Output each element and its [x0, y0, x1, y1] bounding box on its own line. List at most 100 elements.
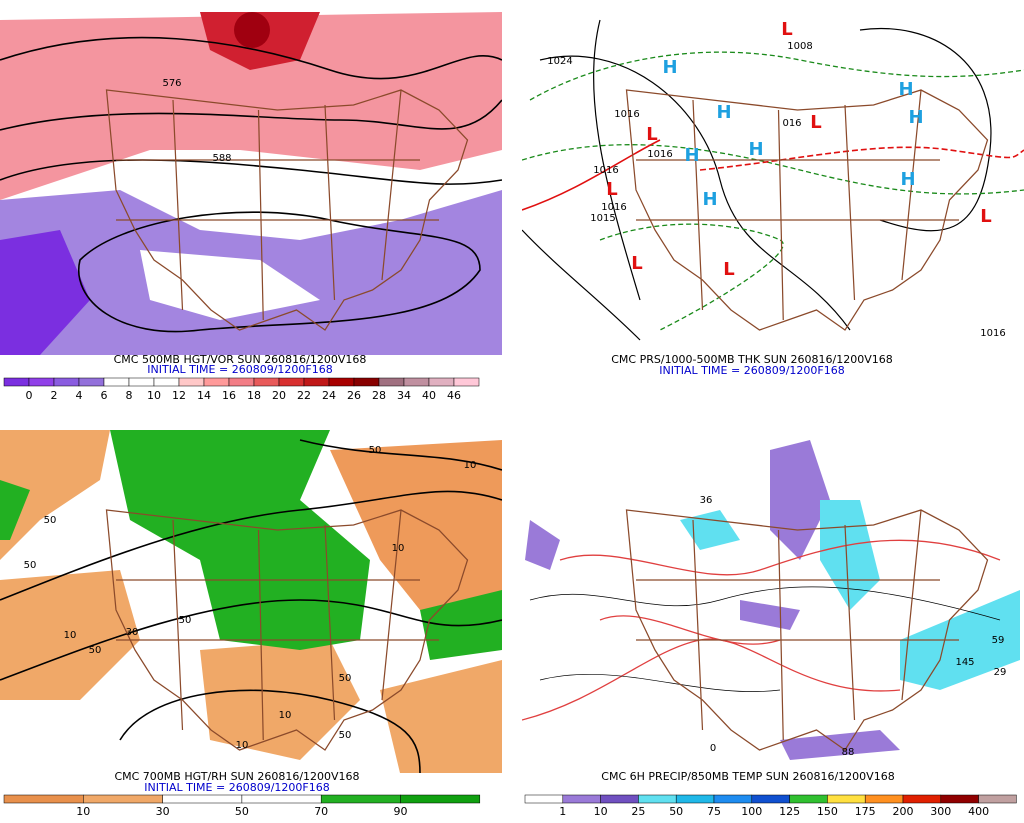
colorbar-swatch — [203, 377, 230, 387]
colorbar-label: 16 — [222, 389, 236, 402]
colorbar-label: 2 — [51, 389, 58, 402]
colorbar-label: 26 — [347, 389, 361, 402]
colorbar-label: 8 — [126, 389, 133, 402]
contour-label: 10 — [464, 460, 477, 471]
colorbar-swatch — [3, 794, 84, 804]
colorbar-swatch — [253, 377, 280, 387]
initial-time: INITIAL TIME = 260809/1200F168 — [147, 363, 332, 376]
low-center: L — [723, 259, 734, 280]
colorbar-label: 300 — [930, 805, 951, 818]
colorbar-label: 46 — [447, 389, 461, 402]
high-center: H — [748, 139, 763, 160]
contour-label: 50 — [44, 515, 57, 526]
contour-label: 50 — [369, 445, 382, 456]
colorbar-label: 0 — [26, 389, 33, 402]
colorbar-label: 18 — [247, 389, 261, 402]
contour-label: 50 — [339, 673, 352, 684]
colorbar-label: 1 — [559, 805, 566, 818]
contour-label: 50 — [89, 645, 102, 656]
low-center: L — [646, 124, 657, 145]
colorbar-label: 25 — [631, 805, 645, 818]
high-center: H — [898, 79, 913, 100]
panel-title: CMC 500MB HGT/VOR SUN 260816/1200V168 — [114, 353, 367, 366]
panel-title: CMC 6H PRECIP/850MB TEMP SUN 260816/1200… — [601, 770, 894, 783]
colorbar-swatch — [978, 794, 1017, 804]
colorbar-label: 75 — [707, 805, 721, 818]
colorbar-swatch — [278, 377, 305, 387]
colorbar-swatch — [162, 794, 243, 804]
contour-label: 0 — [710, 743, 716, 754]
colorbar-swatch — [789, 794, 828, 804]
colorbar-label: 50 — [669, 805, 683, 818]
contour-label: 1024 — [547, 56, 572, 67]
contour-label: 10 — [64, 630, 77, 641]
initial-time: INITIAL TIME = 260809/1200F168 — [659, 364, 844, 377]
colorbar-label: 6 — [101, 389, 108, 402]
colorbar-swatch — [524, 794, 564, 804]
colorbar-label: 22 — [297, 389, 311, 402]
colorbar-swatch — [562, 794, 601, 804]
colorbar-swatch — [400, 794, 481, 804]
contour-label: 10 — [279, 710, 292, 721]
colorbar-label: 30 — [156, 805, 170, 818]
low-center: L — [631, 253, 642, 274]
colorbar-label: 4 — [76, 389, 83, 402]
colorbar-label: 20 — [272, 389, 286, 402]
contour-label: 50 — [24, 560, 37, 571]
low-center: L — [606, 179, 617, 200]
colorbar-swatch — [378, 377, 405, 387]
low-center: L — [781, 19, 792, 40]
colorbar-swatch — [428, 377, 455, 387]
contour-label: 30 — [126, 627, 139, 638]
contour-label: 10 — [236, 740, 249, 751]
colorbar-swatch — [600, 794, 639, 804]
colorbar-label: 400 — [968, 805, 989, 818]
contour-label: 576 — [162, 78, 181, 89]
high-center: H — [702, 189, 717, 210]
colorbar-label: 175 — [855, 805, 876, 818]
contour-label: 1016 — [614, 109, 639, 120]
contour-label: 1016 — [593, 165, 618, 176]
colorbar-label: 90 — [394, 805, 408, 818]
contour-label: 10 — [392, 543, 405, 554]
low-center: L — [980, 206, 991, 227]
colorbar-label: 14 — [197, 389, 211, 402]
colorbar-swatch — [713, 794, 753, 804]
colorbar-swatch — [453, 377, 480, 387]
colorbar-swatch — [153, 377, 180, 387]
colorbar-label: 10 — [594, 805, 608, 818]
low-center: L — [810, 112, 821, 133]
colorbar-label: 10 — [76, 805, 90, 818]
colorbar-label: 100 — [741, 805, 762, 818]
colorbar-swatch — [128, 377, 155, 387]
colorbar-swatch — [675, 794, 715, 804]
colorbar-label: 125 — [779, 805, 800, 818]
colorbar-swatch — [3, 377, 30, 387]
colorbar-label: 50 — [235, 805, 249, 818]
colorbar-swatch — [103, 377, 130, 387]
map-humidity — [0, 430, 502, 773]
colorbar-label: 70 — [314, 805, 328, 818]
contour-label: 88 — [842, 747, 855, 758]
panel-title: CMC 700MB HGT/RH SUN 260816/1200V168 — [114, 770, 359, 783]
contour-label: 36 — [700, 495, 713, 506]
colorbar-swatch — [78, 377, 105, 387]
contour-label: 29 — [994, 667, 1007, 678]
colorbar-swatch — [53, 377, 80, 387]
colorbar-swatch — [228, 377, 255, 387]
map-precip — [522, 430, 1020, 773]
high-center: H — [716, 102, 731, 123]
colorbar-swatch — [83, 794, 163, 804]
colorbar-swatch — [241, 794, 322, 804]
contour-label: 1008 — [787, 41, 812, 52]
colorbar-swatch — [178, 377, 205, 387]
colorbar-swatch — [902, 794, 942, 804]
colorbar-swatch — [751, 794, 790, 804]
colorbar-swatch — [403, 377, 430, 387]
contour-label: 016 — [782, 118, 801, 129]
colorbar-swatch — [864, 794, 904, 804]
high-center: H — [684, 145, 699, 166]
colorbar-swatch — [827, 794, 866, 804]
colorbar-label: 200 — [893, 805, 914, 818]
